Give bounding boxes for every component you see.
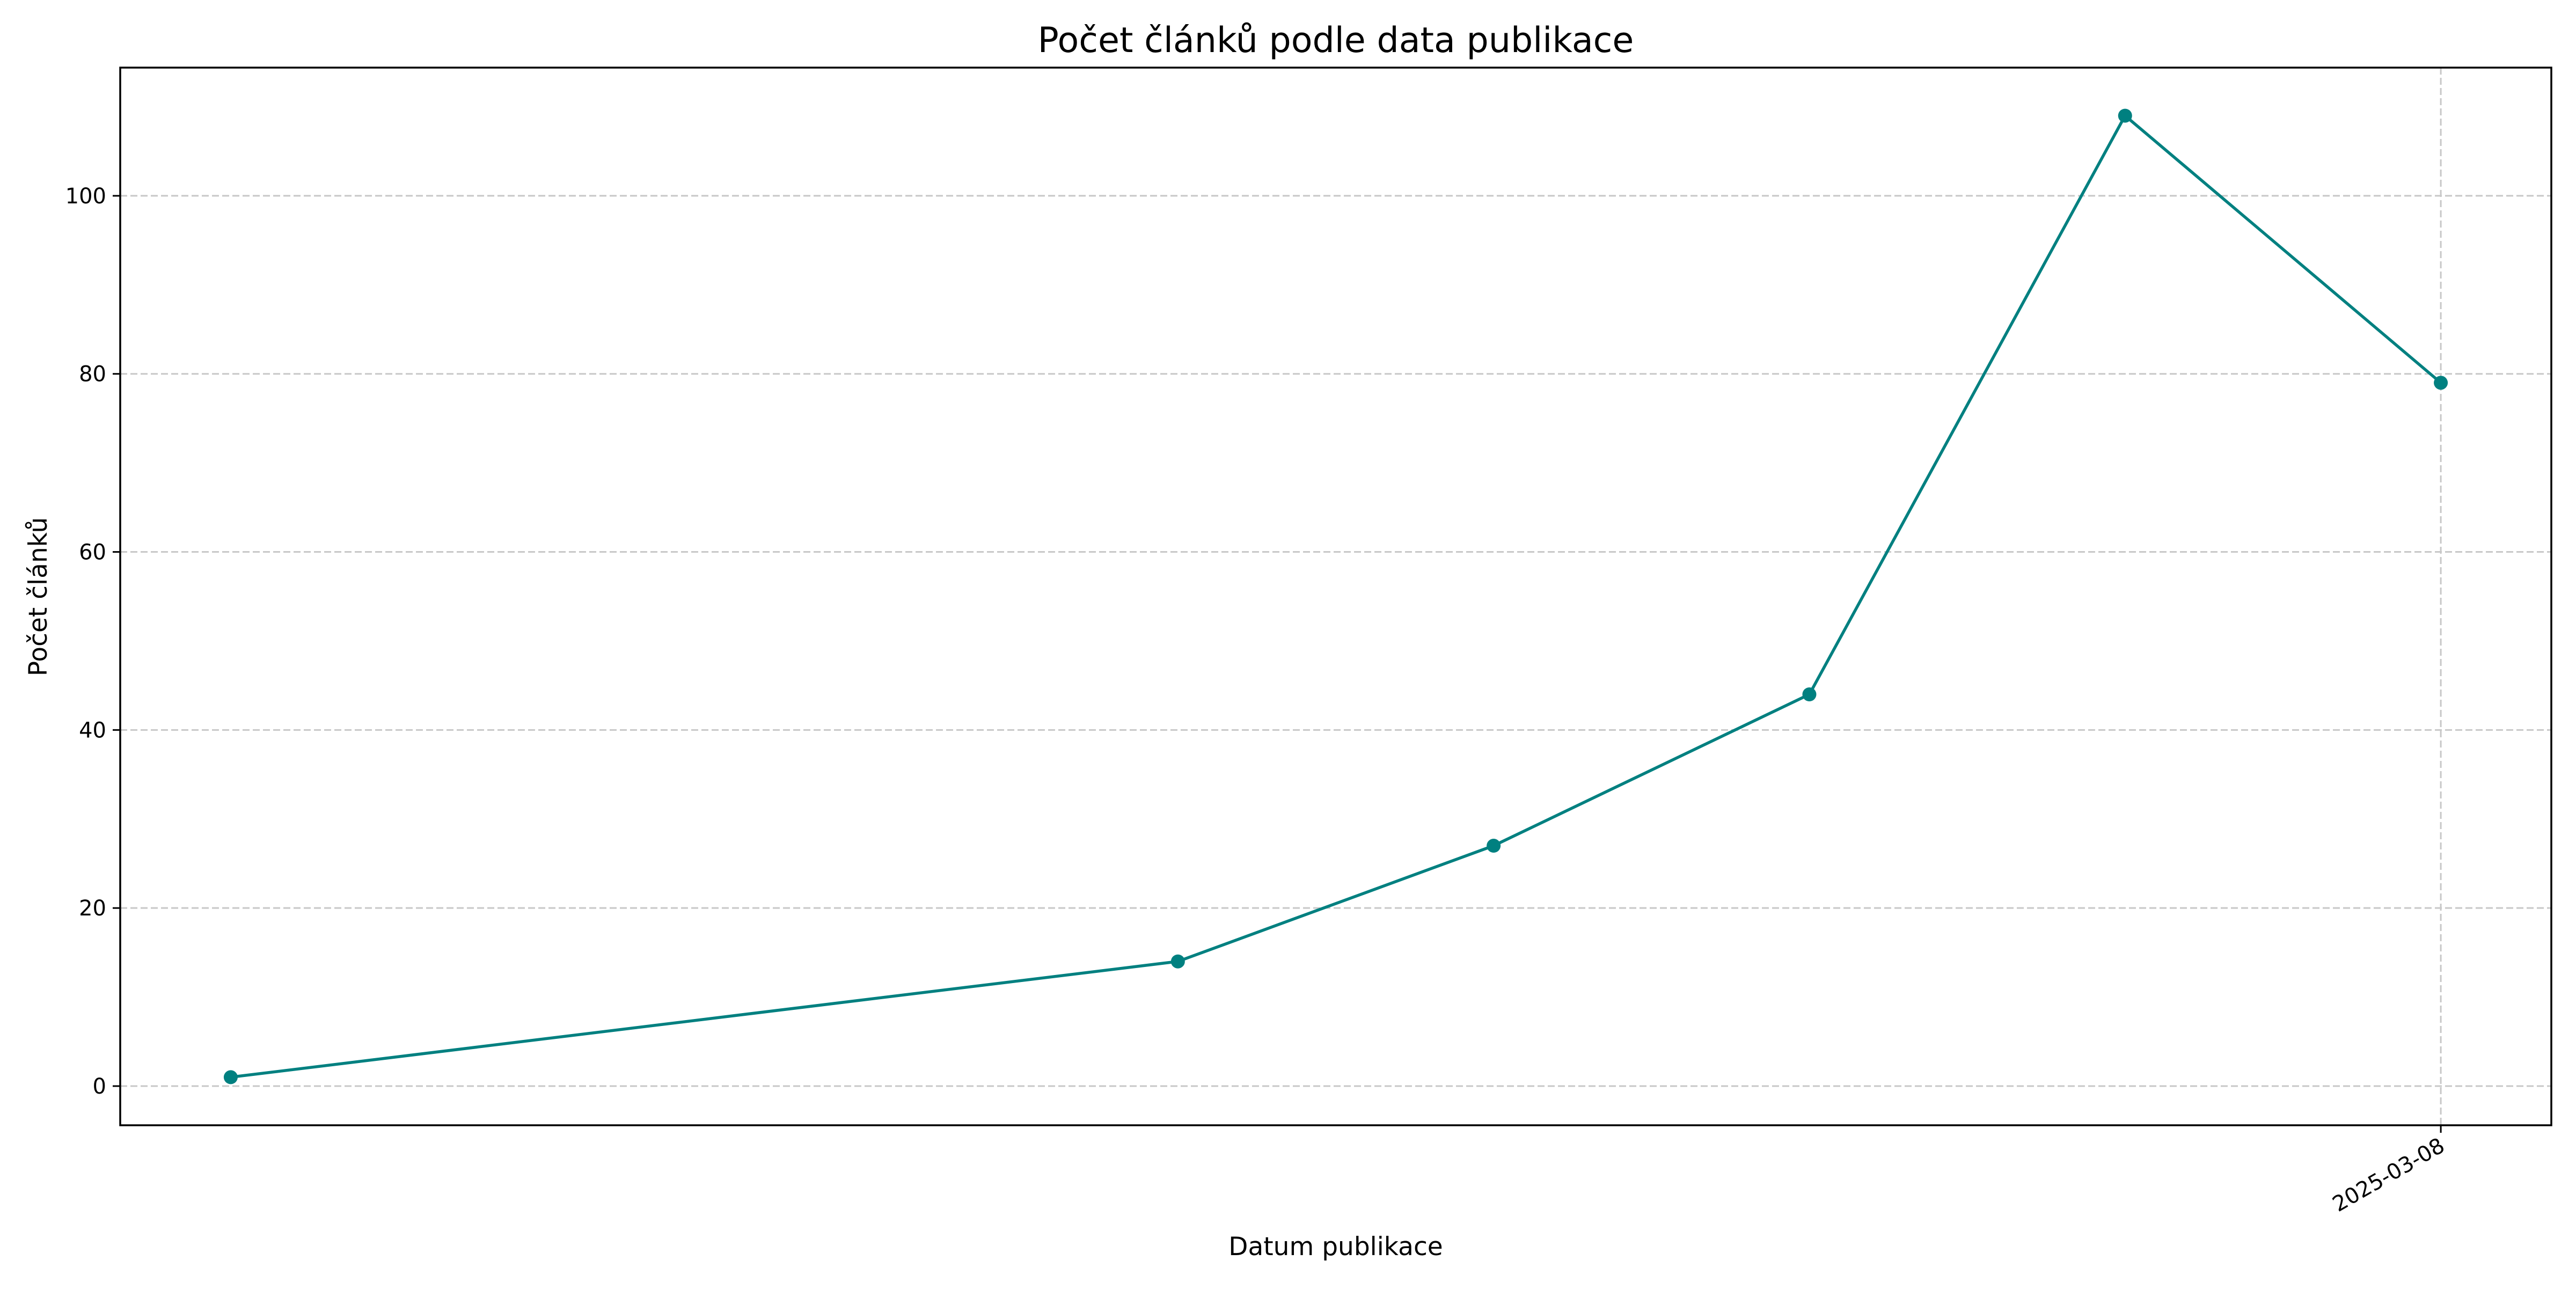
y-tick-label: 20 — [79, 896, 106, 921]
y-tick-label: 0 — [93, 1074, 106, 1099]
y-tick-label: 40 — [79, 718, 106, 743]
x-tick-label: 2025-03-08 — [2329, 1133, 2449, 1217]
x-axis-title: Datum publikace — [1228, 1232, 1443, 1262]
data-point — [1802, 687, 1817, 701]
axis-ticks: 0 20 40 60 80 100 2025-03-08 — [65, 184, 2449, 1217]
y-axis-title: Počet článků — [24, 517, 53, 677]
series-line — [230, 114, 2442, 1079]
data-point — [223, 1070, 238, 1084]
plot-area-frame — [119, 67, 2552, 1126]
series-layer — [223, 108, 2448, 1084]
data-point — [1170, 954, 1185, 969]
data-point — [2434, 376, 2448, 390]
data-point — [1487, 839, 1501, 853]
y-tick-label: 100 — [65, 184, 106, 209]
chart-title: Počet článků podle data publikace — [1038, 20, 1634, 61]
grid-lines — [120, 68, 2551, 1125]
y-tick-label: 60 — [79, 540, 106, 565]
y-tick-label: 80 — [79, 362, 106, 387]
data-point — [2118, 108, 2132, 123]
